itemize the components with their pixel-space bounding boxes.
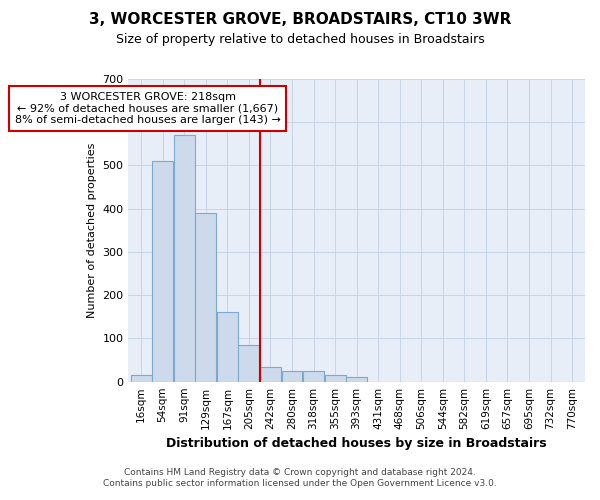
Bar <box>281 371 302 382</box>
Text: 3, WORCESTER GROVE, BROADSTAIRS, CT10 3WR: 3, WORCESTER GROVE, BROADSTAIRS, CT10 3W… <box>89 12 511 28</box>
Bar <box>260 366 281 382</box>
Bar <box>346 378 367 382</box>
Text: Contains HM Land Registry data © Crown copyright and database right 2024.
Contai: Contains HM Land Registry data © Crown c… <box>103 468 497 487</box>
Bar <box>303 371 324 382</box>
Bar <box>217 312 238 382</box>
Bar <box>325 375 346 382</box>
Y-axis label: Number of detached properties: Number of detached properties <box>86 142 97 318</box>
Bar <box>238 345 259 382</box>
Bar <box>152 161 173 382</box>
Bar <box>196 213 216 382</box>
Bar <box>131 375 152 382</box>
Text: Size of property relative to detached houses in Broadstairs: Size of property relative to detached ho… <box>116 32 484 46</box>
Text: 3 WORCESTER GROVE: 218sqm
← 92% of detached houses are smaller (1,667)
8% of sem: 3 WORCESTER GROVE: 218sqm ← 92% of detac… <box>14 92 281 125</box>
Bar <box>174 135 194 382</box>
X-axis label: Distribution of detached houses by size in Broadstairs: Distribution of detached houses by size … <box>166 437 547 450</box>
